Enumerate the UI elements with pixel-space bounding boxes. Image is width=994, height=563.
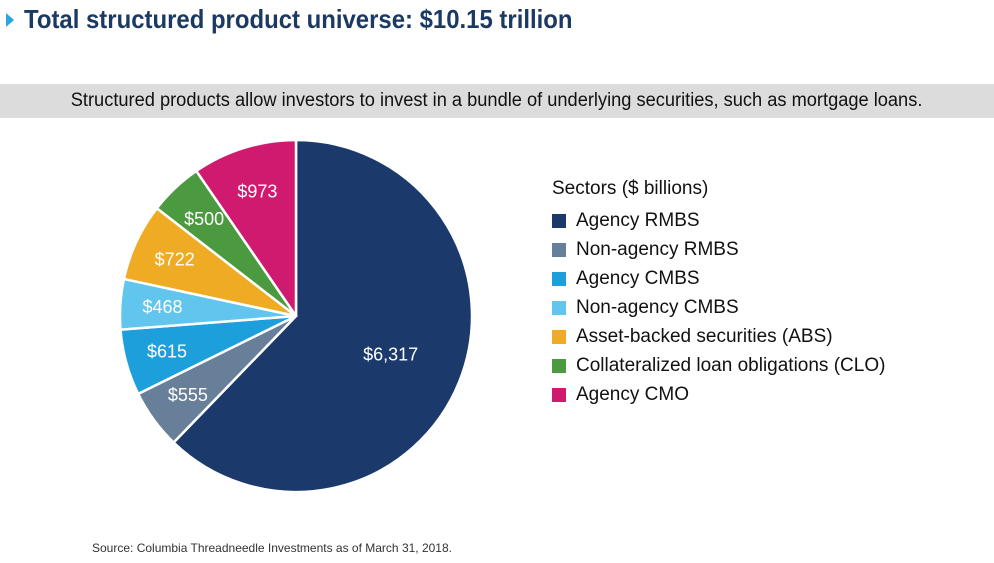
pie-slice-agency-cmo <box>195 138 298 318</box>
legend-label: Collateralized loan obligations (CLO) <box>576 354 886 376</box>
legend-swatch <box>552 387 566 402</box>
legend-label: Agency CMBS <box>576 267 700 289</box>
slice-label-agency-cmo: $973 <box>237 182 277 202</box>
chart-subtitle: Structured products allow investors to i… <box>71 90 923 111</box>
chart-title: Total structured product universe: $10.1… <box>24 4 573 34</box>
legend-swatch <box>552 358 566 373</box>
legend-label: Agency RMBS <box>576 209 700 231</box>
title-marker-icon <box>6 12 14 27</box>
subtitle-bar: Structured products allow investors to i… <box>0 84 994 118</box>
pie-slice-agency-rmbs <box>172 138 474 494</box>
slice-label-collateralized-loan-obligations-clo: $500 <box>184 209 224 229</box>
title-row: Total structured product universe: $10.1… <box>6 4 620 35</box>
legend-label: Non-agency CMBS <box>576 296 739 318</box>
slice-label-asset-backed-securities-abs: $722 <box>155 250 195 270</box>
legend-item-agency-cmbs: Agency CMBS <box>552 264 885 293</box>
slice-label-non-agency-cmbs: $468 <box>142 297 182 317</box>
slice-label-agency-rmbs: $6,317 <box>363 344 418 364</box>
legend-item-non-agency-cmbs: Non-agency CMBS <box>552 293 885 322</box>
legend-swatch <box>552 213 566 228</box>
legend-swatch <box>552 300 566 315</box>
legend-label: Non-agency RMBS <box>576 238 739 260</box>
legend-swatch <box>552 329 566 344</box>
legend-item-collateralized-loan-obligations-clo: Collateralized loan obligations (CLO) <box>552 351 885 380</box>
legend-label: Agency CMO <box>576 383 689 405</box>
legend-label: Asset-backed securities (ABS) <box>576 325 833 347</box>
legend-swatch <box>552 242 566 257</box>
legend: Sectors ($ billions) Agency RMBS Non-agen… <box>552 178 885 409</box>
legend-item-non-agency-rmbs: Non-agency RMBS <box>552 235 885 264</box>
legend-item-asset-backed-securities-abs: Asset-backed securities (ABS) <box>552 322 885 351</box>
legend-item-agency-rmbs: Agency RMBS <box>552 206 885 235</box>
legend-title: Sectors ($ billions) <box>552 178 709 199</box>
legend-swatch <box>552 271 566 286</box>
slice-label-agency-cmbs: $615 <box>147 341 187 361</box>
source-note: Source: Columbia Threadneedle Investment… <box>92 541 452 555</box>
slice-label-non-agency-rmbs: $555 <box>168 385 208 405</box>
legend-item-agency-cmo: Agency CMO <box>552 380 885 409</box>
